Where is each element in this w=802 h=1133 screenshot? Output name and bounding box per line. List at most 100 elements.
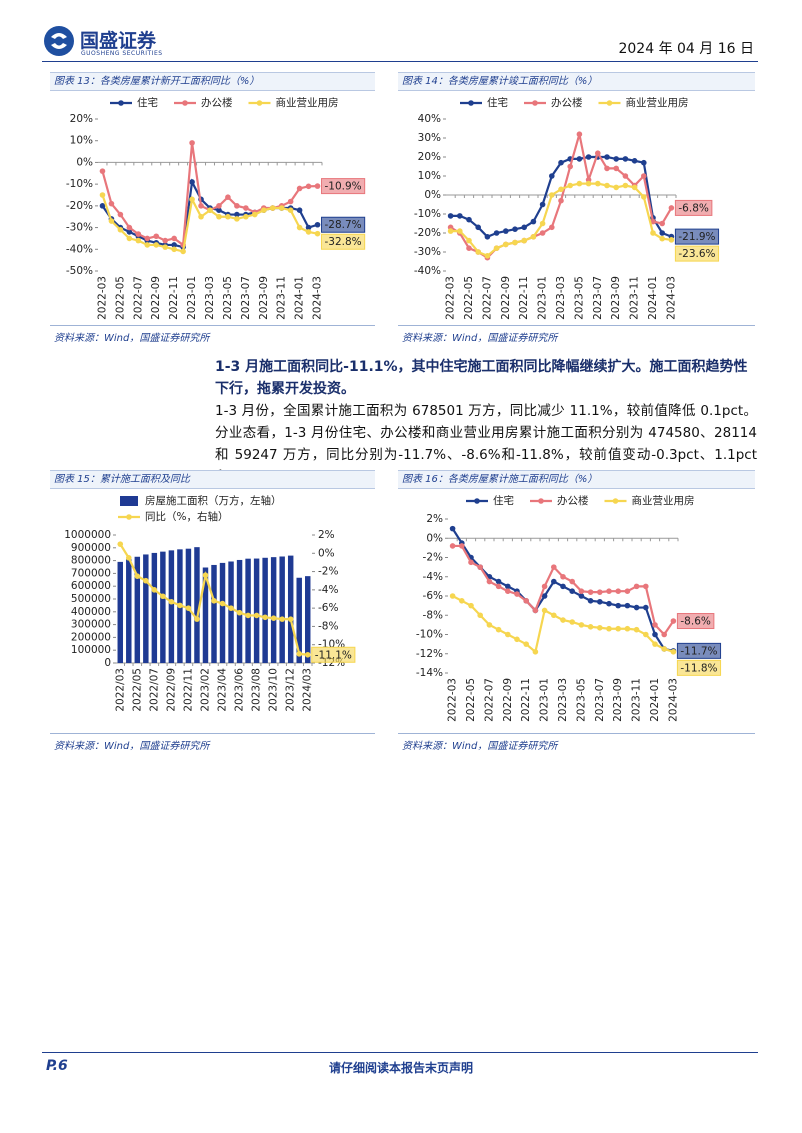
point <box>495 583 502 590</box>
point <box>125 555 132 561</box>
point <box>652 641 658 647</box>
legend-label: 商业营业用房 <box>626 96 689 109</box>
point <box>305 183 312 190</box>
figure: 图表 13：各类房屋累计新开工面积同比（%） -50% -40% -30% -20% -… <box>50 72 375 344</box>
point <box>631 184 638 191</box>
point <box>615 602 621 609</box>
logo-en: GUOSHENG SECURITIES <box>81 50 163 57</box>
point <box>135 231 142 237</box>
value-label-text: -6.8% <box>678 202 708 214</box>
x-tick-label: 2022-05 <box>114 276 126 320</box>
y-tick-label: -20% <box>66 200 93 212</box>
point <box>207 207 213 213</box>
bar <box>287 555 294 663</box>
point <box>234 211 240 218</box>
point <box>466 216 472 223</box>
legend-label: 商业营业用房 <box>632 494 695 507</box>
point <box>578 593 585 599</box>
point <box>252 211 258 218</box>
point <box>606 625 612 632</box>
y-tick-label: -12% <box>416 648 443 660</box>
value-label-box <box>676 613 715 630</box>
y-tick-label: -8% <box>318 620 338 632</box>
point <box>449 543 456 549</box>
point <box>198 213 204 220</box>
series-line <box>450 133 673 260</box>
x-tick-label: 2024-03 <box>667 678 679 722</box>
x-tick-label: 2023-09 <box>610 276 622 320</box>
legend-label: 同比（%，右轴） <box>145 510 228 523</box>
point <box>484 234 491 240</box>
point <box>551 564 557 570</box>
x-tick-label: 2022-05 <box>463 276 475 320</box>
x-tick-label: 2024-01 <box>647 276 659 320</box>
point <box>449 525 456 532</box>
point <box>194 616 200 622</box>
x-tick-label: 2022-07 <box>481 276 493 320</box>
y-tick-label: -4% <box>423 571 443 583</box>
x-tick-label: 2023-07 <box>240 276 252 320</box>
point <box>606 600 612 607</box>
y-tick-label: -30% <box>414 246 441 258</box>
value-label: -32.8% <box>321 233 366 250</box>
x-tick-label: 2023-03 <box>557 678 569 722</box>
value-label: -28.7% <box>321 216 366 233</box>
y-tick-label: 20% <box>418 151 441 163</box>
point <box>541 583 548 590</box>
point <box>613 165 619 172</box>
point <box>576 156 583 162</box>
point <box>560 573 566 580</box>
y-tick-label: 0 <box>104 657 111 669</box>
point <box>447 228 454 234</box>
legend-swatch <box>474 498 480 504</box>
y-tick-label: 0% <box>318 547 335 559</box>
value-label-text: -21.9% <box>678 231 715 243</box>
point <box>449 593 456 599</box>
point <box>211 598 217 604</box>
x-tick-label: 2023-01 <box>537 276 549 320</box>
point <box>643 583 649 590</box>
point <box>189 179 195 185</box>
x-tick-label: 2022-03 <box>447 678 459 722</box>
point <box>234 216 240 222</box>
point <box>661 631 667 638</box>
point <box>495 626 502 633</box>
point <box>587 589 594 595</box>
value-label: -11.1% <box>311 646 356 663</box>
point <box>558 159 564 166</box>
section-paragraph: 1-3 月份，全国累计施工面积为 678501 万方，同比减少 11.1%，较前… <box>215 403 757 485</box>
point <box>202 572 209 579</box>
point <box>604 182 610 189</box>
point <box>569 578 575 585</box>
x-tick-label: 2023-01 <box>186 276 198 320</box>
point <box>236 609 243 616</box>
point <box>514 636 520 643</box>
legend-swatch <box>538 498 544 504</box>
point <box>160 593 166 600</box>
bar <box>117 561 123 663</box>
y-tick-label: -40% <box>414 265 441 277</box>
value-label-box <box>321 233 366 250</box>
y-tick-label: -50% <box>66 265 93 277</box>
point <box>613 184 619 191</box>
point <box>151 587 158 593</box>
point <box>225 213 231 220</box>
point <box>585 180 592 187</box>
point <box>162 237 168 244</box>
point <box>597 589 603 595</box>
point <box>153 242 160 248</box>
y-tick-label: 0% <box>76 156 93 168</box>
point <box>486 622 493 628</box>
value-label-box <box>676 659 722 676</box>
bar <box>168 550 175 663</box>
y-tick-label: -4% <box>318 584 338 596</box>
point <box>587 598 594 604</box>
y-tick-label: 1000000 <box>64 529 111 541</box>
point <box>279 616 285 622</box>
series-line <box>452 595 674 654</box>
y-tick-label: 400000 <box>71 606 111 618</box>
point <box>262 614 268 621</box>
y-tick-label: -6% <box>423 590 443 602</box>
point <box>108 218 115 224</box>
point <box>521 237 527 244</box>
